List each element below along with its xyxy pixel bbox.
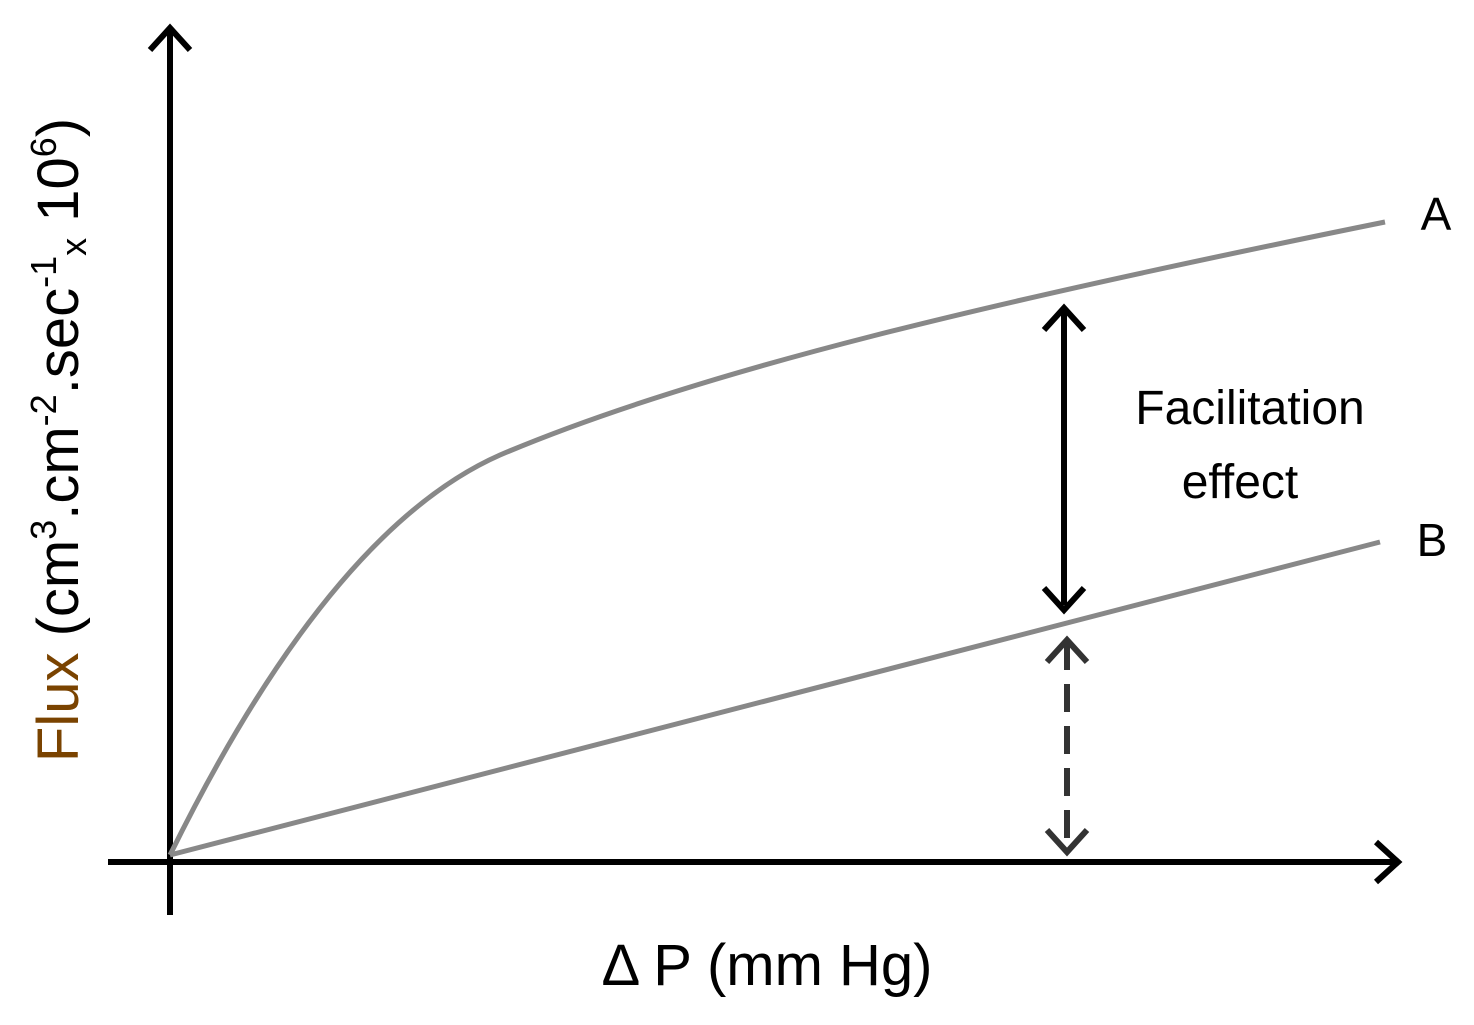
- arrow-head: [1044, 827, 1090, 857]
- y-label-part: (cm: [26, 540, 91, 653]
- y-axis-label: Flux (cm3.cm-2.sec-1x 106): [23, 118, 94, 762]
- y-label-sup: -2: [23, 394, 64, 426]
- x-axis-label: Δ P (mm Hg): [602, 933, 933, 998]
- y-label-sup: -1: [23, 256, 64, 288]
- y-label-sup: 6: [23, 137, 64, 157]
- arrow-head: [1041, 303, 1087, 333]
- annotation: effect: [1182, 456, 1299, 509]
- y-axis-arrow: [147, 23, 193, 53]
- y-label-sup: 3: [23, 520, 64, 540]
- curve-label: B: [1417, 514, 1448, 566]
- curve-b: [169, 539, 1381, 858]
- arrow-head: [1044, 635, 1090, 665]
- y-label-part: 10: [26, 157, 91, 238]
- arrow-head: [1041, 585, 1087, 615]
- y-label-part: .sec: [26, 288, 91, 394]
- y-label-part: Flux: [26, 653, 91, 763]
- y-label-sub: x: [53, 238, 94, 256]
- curve-label: A: [1421, 188, 1452, 240]
- y-label-part: .cm: [26, 426, 91, 519]
- x-axis-arrow: [1373, 839, 1403, 885]
- curve-a: [167, 219, 1386, 857]
- y-label-part: ): [26, 118, 91, 137]
- annotation: Facilitation: [1135, 382, 1364, 435]
